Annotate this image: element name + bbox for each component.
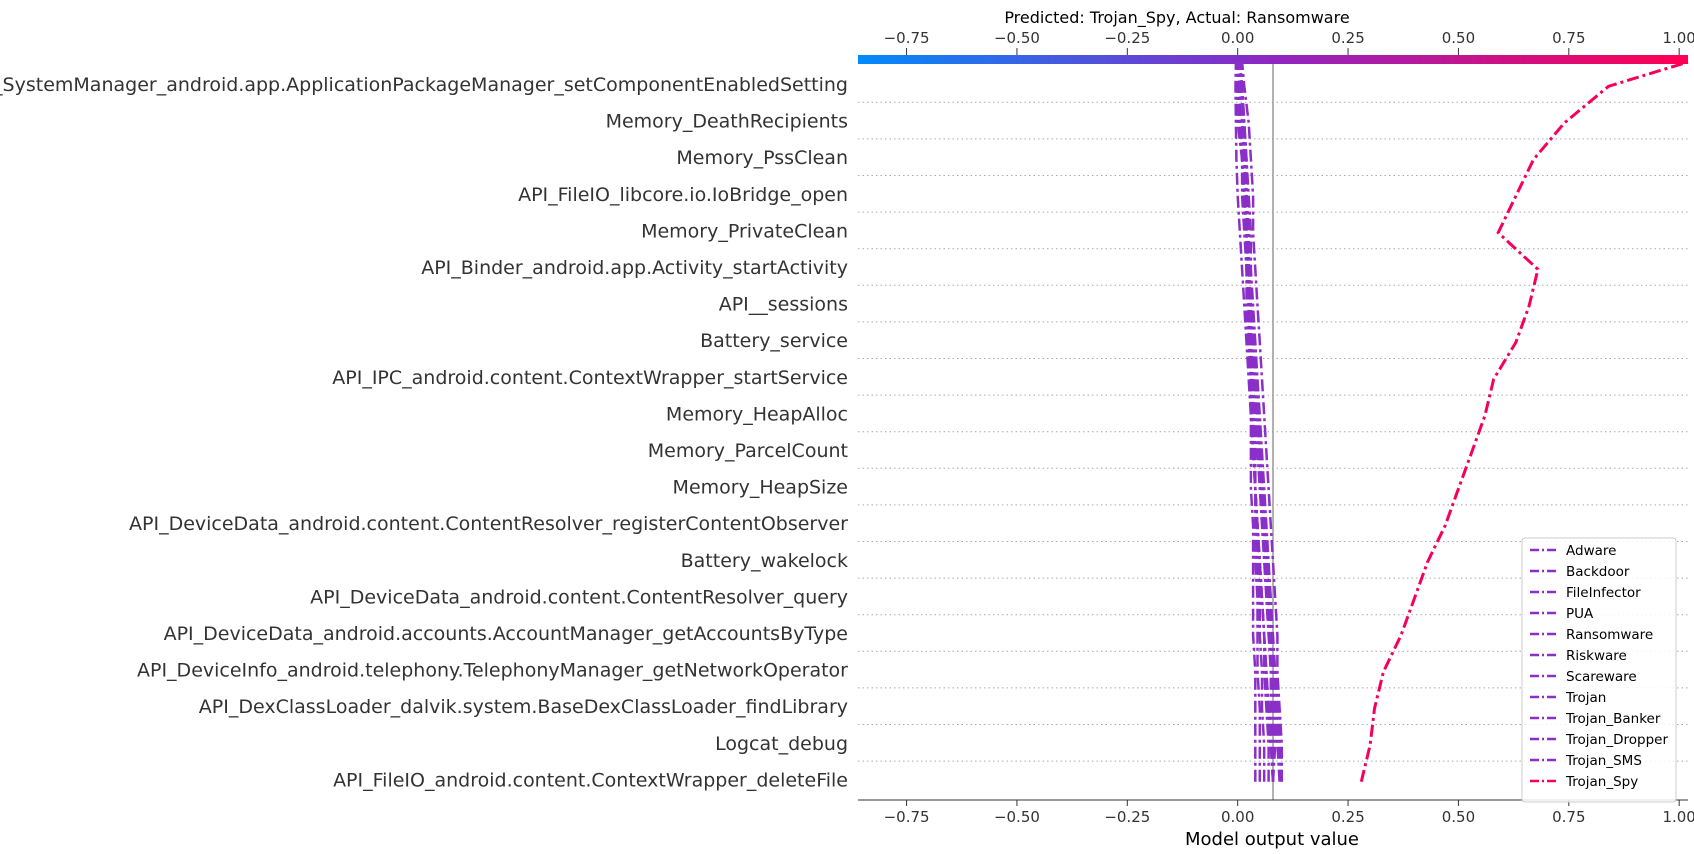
feature-label: API__sessions — [719, 294, 848, 316]
top-tick-label: 0.25 — [1331, 29, 1364, 47]
top-tick-label: −0.75 — [884, 29, 930, 47]
feature-labels: API_SystemManager_android.app.Applicatio… — [0, 74, 848, 791]
feature-label: Memory_PrivateClean — [641, 220, 848, 242]
top-tick-label: 1.00 — [1662, 29, 1694, 47]
legend-label: Trojan — [1565, 690, 1606, 706]
feature-label: API_IPC_android.content.ContextWrapper_s… — [332, 367, 848, 389]
colorbar — [858, 55, 1688, 64]
feature-label: Memory_ParcelCount — [648, 440, 848, 462]
bottom-tick-label: 0.75 — [1552, 808, 1585, 826]
series-lines — [1234, 60, 1689, 783]
top-tick-label: −0.50 — [994, 29, 1040, 47]
series-line — [1236, 61, 1275, 782]
feature-label: Battery_wakelock — [681, 550, 848, 572]
top-tick-label: 0.00 — [1221, 29, 1254, 47]
series-line — [1236, 62, 1275, 782]
series-line — [1236, 62, 1281, 782]
series-line — [1240, 61, 1284, 782]
feature-label: API_DeviceData_android.content.ContentRe… — [310, 586, 848, 608]
series-line — [1238, 61, 1262, 782]
series-line — [1359, 60, 1689, 783]
feature-label: API_DeviceData_android.accounts.AccountM… — [164, 623, 848, 645]
bottom-tick-label: −0.75 — [884, 808, 930, 826]
feature-label: Memory_HeapSize — [673, 477, 848, 499]
legend-label: Trojan_Spy — [1565, 774, 1638, 790]
legend-frame — [1521, 537, 1677, 803]
feature-label: Memory_PssClean — [676, 147, 848, 169]
feature-label: Battery_service — [700, 330, 848, 352]
series-line — [1238, 61, 1284, 782]
bottom-tick-label: −0.50 — [994, 808, 1040, 826]
legend-label: Ransomware — [1566, 627, 1653, 643]
bottom-tick-label: −0.25 — [1104, 808, 1150, 826]
legend-label: Riskware — [1566, 648, 1627, 664]
series-line — [1238, 61, 1257, 782]
bottom-tick-label: 0.25 — [1331, 808, 1364, 826]
legend: Adware Backdoor FileInfector PUA Ransomware R… — [1521, 537, 1677, 803]
legend-label: Trojan_Banker — [1565, 711, 1661, 727]
feature-label: Memory_HeapAlloc — [666, 403, 848, 425]
top-tick-labels: −0.75 −0.50 −0.25 0.00 0.25 0.50 0.75 1.00 — [884, 29, 1694, 55]
legend-label: Trojan_SMS — [1565, 753, 1642, 769]
legend-label: Scareware — [1566, 669, 1637, 685]
feature-label: API_FileIO_android.content.ContextWrappe… — [333, 769, 848, 791]
bottom-tick-label: 1.00 — [1662, 808, 1694, 826]
legend-label: FileInfector — [1566, 585, 1641, 601]
feature-label: API_Binder_android.app.Activity_startAct… — [421, 257, 848, 279]
bottom-tick-label: 0.50 — [1442, 808, 1475, 826]
feature-label: API_SystemManager_android.app.Applicatio… — [0, 74, 848, 96]
legend-label: PUA — [1566, 606, 1594, 622]
feature-label: API_FileIO_libcore.io.IoBridge_open — [518, 184, 848, 206]
top-tick-label: 0.50 — [1442, 29, 1475, 47]
legend-label: Trojan_Dropper — [1565, 732, 1668, 748]
top-tick-label: 0.75 — [1552, 29, 1585, 47]
bottom-tick-labels: −0.75 −0.50 −0.25 0.00 0.25 0.50 0.75 1.00 — [884, 800, 1694, 826]
bottom-tick-label: 0.00 — [1221, 808, 1254, 826]
feature-label: API_DeviceData_android.content.ContentRe… — [129, 513, 848, 535]
series-line — [1236, 61, 1270, 782]
feature-label: Logcat_debug — [715, 733, 848, 755]
feature-label: Memory_DeathRecipients — [606, 111, 848, 133]
legend-label: Backdoor — [1566, 564, 1630, 580]
x-axis-label: Model output value — [1185, 829, 1359, 850]
feature-label: API_DexClassLoader_dalvik.system.BaseDex… — [199, 696, 848, 718]
legend-label: Adware — [1566, 543, 1616, 559]
series-line — [1236, 61, 1266, 782]
chart-title: Predicted: Trojan_Spy, Actual: Ransomwar… — [1004, 8, 1349, 28]
top-tick-label: −0.25 — [1104, 29, 1150, 47]
feature-label: API_DeviceInfo_android.telephony.Telepho… — [137, 660, 848, 682]
